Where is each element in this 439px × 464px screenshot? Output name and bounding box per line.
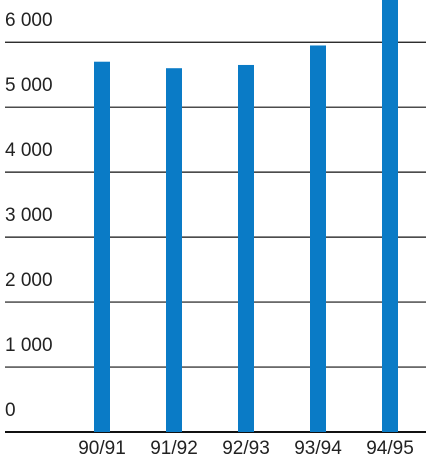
y-tick-label: 4 000: [5, 140, 53, 161]
y-tick-label: 3 000: [5, 205, 53, 226]
bar: [310, 45, 326, 432]
bar: [238, 64, 254, 432]
y-tick-label: 1 000: [5, 335, 53, 356]
bar: [382, 0, 398, 432]
bar: [166, 68, 182, 433]
y-tick-label: 6 000: [5, 10, 53, 31]
x-tick-label: 91/92: [150, 438, 198, 459]
x-tick-label: 90/91: [78, 438, 126, 459]
y-tick-label: 2 000: [5, 270, 53, 291]
bar: [94, 61, 110, 432]
x-tick-label: 93/94: [294, 438, 342, 459]
x-tick-label: 94/95: [366, 438, 414, 459]
y-tick-label: 0: [5, 400, 16, 421]
y-tick-label: 5 000: [5, 75, 53, 96]
x-tick-label: 92/93: [222, 438, 270, 459]
